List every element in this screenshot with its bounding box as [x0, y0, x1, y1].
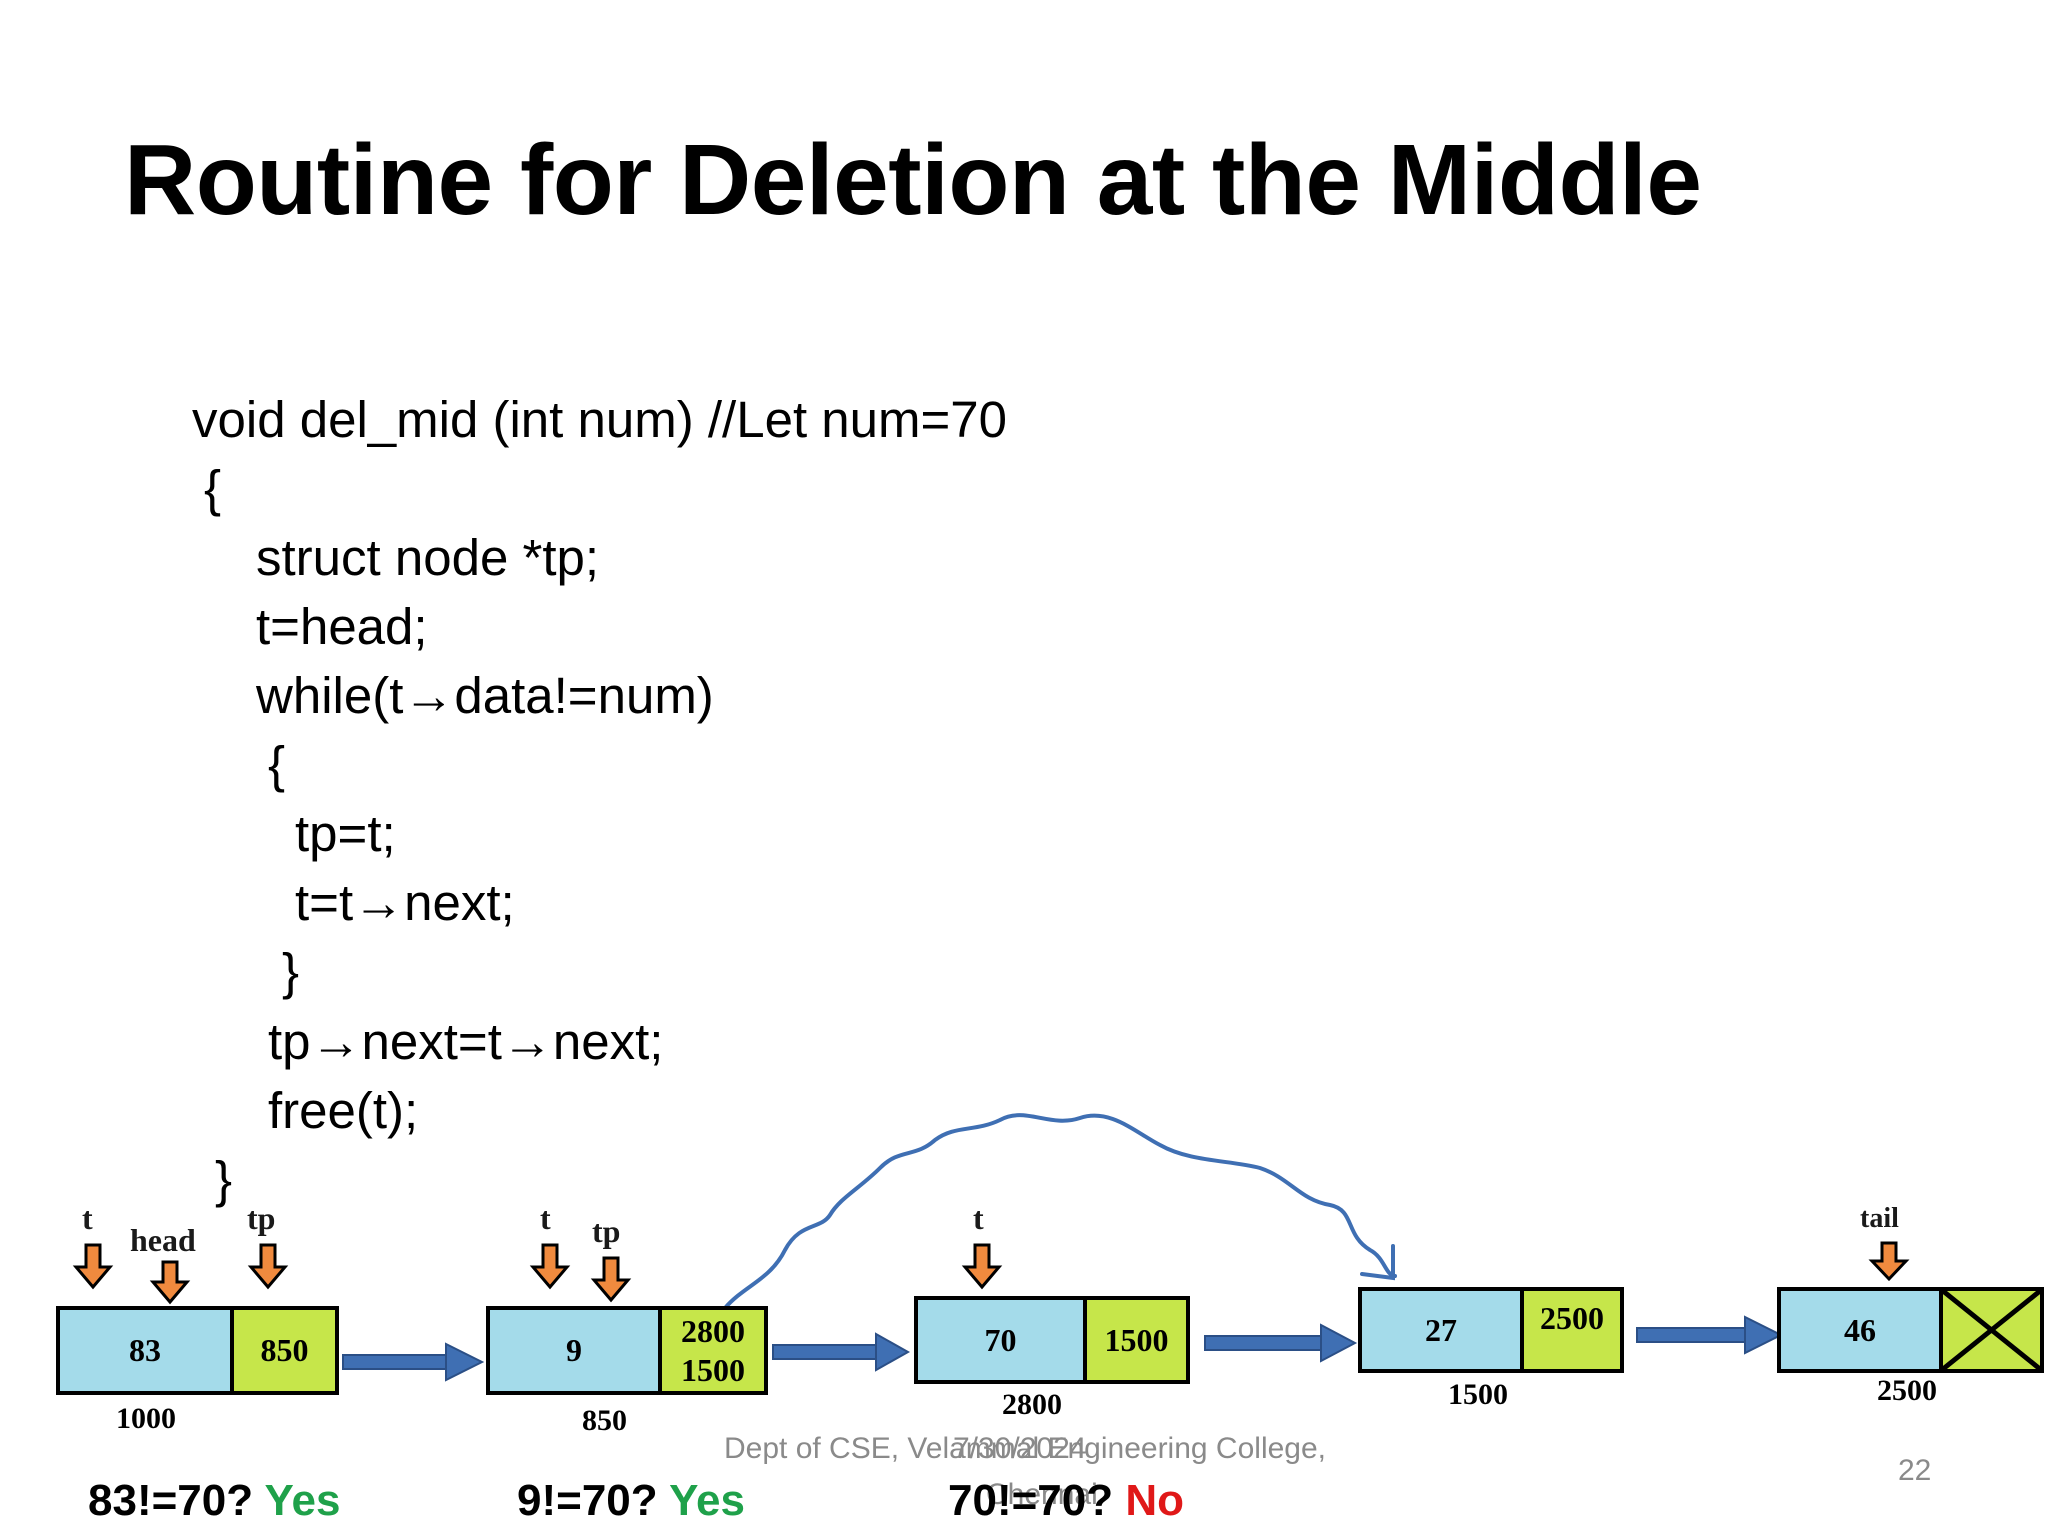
footer-city: Chennai — [986, 1478, 1098, 1511]
node-data: 9 — [490, 1310, 662, 1391]
slide-title: Routine for Deletion at the Middle — [124, 124, 1702, 236]
code-line: free(t); — [268, 1082, 419, 1139]
bypass-curve-head — [1360, 1244, 1395, 1281]
node-next-value: 850 — [260, 1332, 309, 1369]
comparison-expr: 70!=70? — [948, 1476, 1114, 1525]
link-arrow-1 — [342, 1342, 485, 1382]
link-arrow-2 — [772, 1332, 911, 1372]
pointer-label-tp: tp — [247, 1200, 276, 1236]
code-line: { — [204, 460, 222, 517]
comparison: 83!=70? Yes — [88, 1476, 340, 1526]
code-line: } — [215, 1151, 233, 1208]
comparison-expr: 83!=70? — [88, 1476, 254, 1525]
node-data: 46 — [1781, 1291, 1943, 1369]
comparison: 9!=70? Yes — [517, 1476, 745, 1526]
node-data: 70 — [918, 1300, 1087, 1380]
code-line: t=t→next; — [295, 874, 515, 931]
node-next-value: 2800 — [681, 1313, 745, 1350]
code-line: } — [282, 943, 300, 1000]
code-line: while(t→data!=num) — [256, 667, 714, 724]
node-next: 2800 1500 — [662, 1310, 764, 1391]
list-node: 9 2800 1500 — [486, 1306, 768, 1395]
code-line: tp→next=t→next; — [268, 1013, 664, 1070]
comparison: 70!=70? No — [948, 1476, 1184, 1526]
code-line: void del_mid (int num) //Let num=70 — [192, 391, 1008, 448]
pointer-arrow-tail — [1868, 1241, 1910, 1282]
list-node: 27 2500 — [1358, 1287, 1624, 1373]
page-number: 22 — [1898, 1454, 1932, 1487]
node-address: 850 — [582, 1404, 627, 1437]
pointer-label-head: head — [130, 1222, 196, 1258]
comparison-result: Yes — [264, 1476, 341, 1525]
null-next-cell — [1943, 1291, 2040, 1369]
node-address: 1000 — [116, 1402, 176, 1435]
null-cross-icon — [1943, 1291, 2040, 1369]
comparison-expr: 9!=70? — [517, 1476, 658, 1525]
pointer-label-t: t — [82, 1200, 93, 1236]
list-node: 70 1500 — [914, 1296, 1190, 1384]
code-line: tp=t; — [295, 805, 396, 862]
pointer-label-t: t — [973, 1200, 984, 1236]
pointer-label-t: t — [540, 1200, 551, 1236]
pointer-arrow-tp1 — [247, 1243, 289, 1290]
bypass-curve — [723, 1113, 1397, 1310]
code-line: { — [268, 736, 286, 793]
node-address: 2800 — [1002, 1388, 1062, 1421]
pointer-arrow-t1 — [72, 1243, 114, 1290]
footer-date: 7/30/2024 — [953, 1432, 1087, 1465]
node-next: 1500 — [1087, 1300, 1186, 1380]
node-data: 83 — [60, 1310, 234, 1391]
pointer-label-tail: tail — [1860, 1203, 1899, 1234]
node-next: 850 — [234, 1310, 335, 1391]
comparison-result: No — [1125, 1476, 1184, 1525]
code-line: struct node *tp; — [256, 529, 600, 586]
comparison-result: Yes — [669, 1476, 745, 1525]
pointer-arrow-head — [149, 1260, 191, 1305]
node-next: 2500 — [1524, 1291, 1620, 1369]
footer-dept: Dept of CSE, Velammal Engineering Colleg… — [724, 1432, 1326, 1465]
pointer-arrow-tp2 — [590, 1256, 632, 1303]
node-data: 27 — [1362, 1291, 1524, 1369]
list-node: 83 850 — [56, 1306, 339, 1395]
pointer-arrow-t3 — [961, 1243, 1003, 1290]
node-address: 1500 — [1448, 1378, 1508, 1411]
pointer-label-tp: tp — [592, 1213, 621, 1249]
list-node: 46 — [1777, 1287, 2044, 1373]
link-arrow-3 — [1204, 1323, 1358, 1363]
link-arrow-4 — [1636, 1315, 1784, 1355]
node-next-value: 1500 — [1104, 1321, 1169, 1358]
code-line: t=head; — [256, 598, 428, 655]
node-next-value: 1500 — [681, 1351, 745, 1388]
node-next-value: 2500 — [1540, 1300, 1604, 1336]
node-address: 2500 — [1877, 1374, 1937, 1407]
pointer-arrow-t2 — [529, 1243, 571, 1290]
